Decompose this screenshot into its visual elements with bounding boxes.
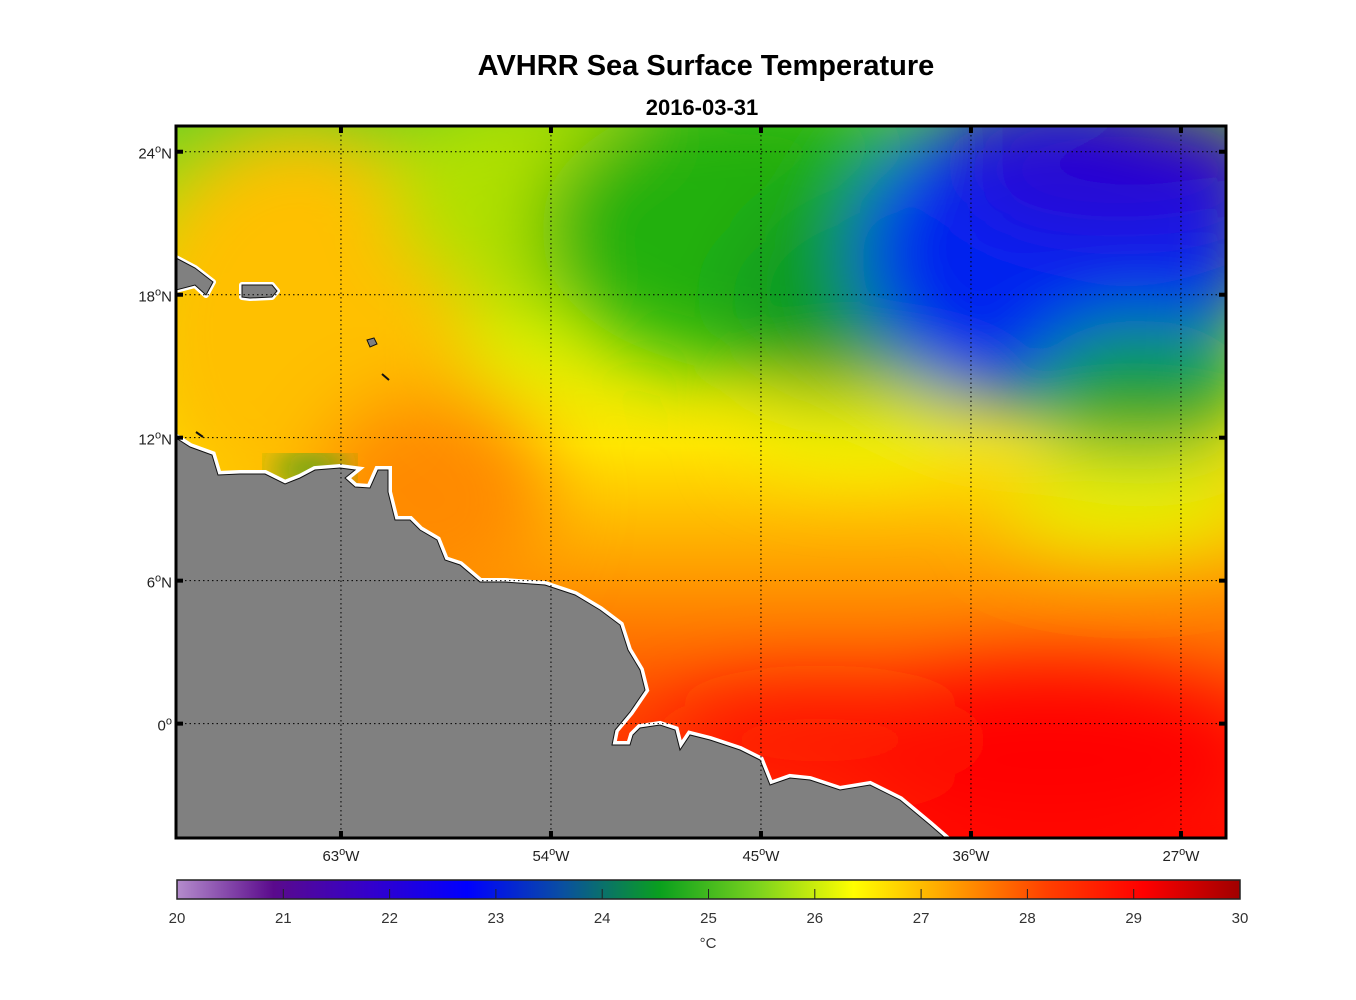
y-tick-label: 18oN: [138, 287, 172, 306]
graticule: [176, 126, 1226, 838]
x-tick-label: 36oW: [952, 846, 990, 865]
colorbar-tick-label: 25: [700, 910, 717, 927]
x-tick-label: 45oW: [742, 846, 780, 865]
x-tick-label: 27oW: [1162, 846, 1200, 865]
colorbar-tick-label: 28: [1019, 910, 1036, 927]
colorbar-tick-label: 30: [1232, 910, 1249, 927]
map-frame: [174, 124, 1228, 840]
colorbar-unit: °C: [700, 935, 717, 952]
island-guadeloupe: [366, 337, 378, 348]
y-tick-label: 0o: [158, 716, 172, 735]
chart-subtitle: 2016-03-31: [646, 95, 759, 120]
sst-field: [176, 126, 1226, 838]
colorbar-tick-label: 23: [488, 910, 505, 927]
south-america-coast: [176, 437, 946, 838]
y-tick-label: 12oN: [138, 430, 172, 449]
chart-title: AVHRR Sea Surface Temperature: [478, 50, 935, 82]
colorbar-tick-label: 29: [1125, 910, 1142, 927]
island-grenada: [195, 431, 204, 438]
colorbar-tick-label: 27: [913, 910, 930, 927]
colorbar-tick-label: 26: [806, 910, 823, 927]
colorbar: 20 21 22 23 24 25 26 27 28 29 30 °C: [169, 879, 1249, 952]
colorbar-tick-label: 22: [381, 910, 398, 927]
y-tick-label: 6oN: [147, 573, 172, 592]
y-tick-label: 24oN: [138, 144, 172, 163]
colorbar-tick-label: 24: [594, 910, 611, 927]
x-tick-label: 63oW: [322, 846, 360, 865]
colorbar-tick-label: 21: [275, 910, 292, 927]
land: [176, 255, 952, 838]
island-barbados: [381, 373, 390, 381]
colorbar-tick-label: 20: [169, 910, 186, 927]
x-tick-label: 54oW: [532, 846, 570, 865]
